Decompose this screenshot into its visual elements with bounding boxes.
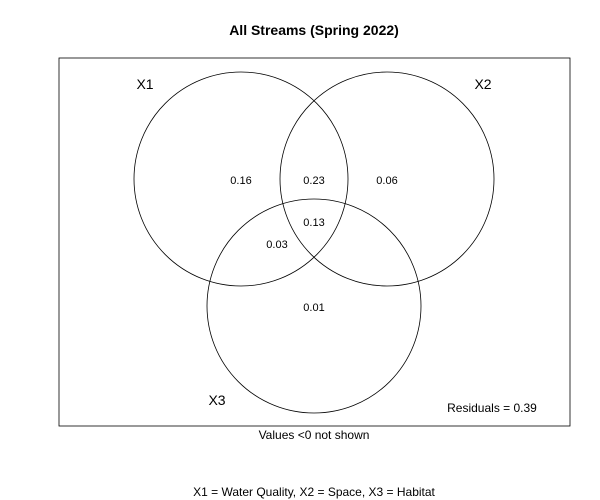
- plot-frame: [58, 57, 571, 427]
- region-value-x1-x2-x3: 0.13: [303, 217, 324, 229]
- region-value-x2-only: 0.06: [376, 175, 397, 187]
- set-label-x2: X2: [474, 76, 491, 92]
- legend-label: X1 = Water Quality, X2 = Space, X3 = Hab…: [193, 485, 435, 499]
- set-circle-x3: [206, 198, 422, 414]
- region-value-x3-only: 0.01: [303, 302, 324, 314]
- chart-title: All Streams (Spring 2022): [229, 22, 399, 38]
- note-label: Values <0 not shown: [259, 428, 370, 442]
- region-value-x1-x2: 0.23: [303, 175, 324, 187]
- set-circle-x2: [279, 71, 495, 287]
- region-value-x1-x3: 0.03: [266, 239, 287, 251]
- set-label-x3: X3: [208, 392, 225, 408]
- set-circle-x1: [133, 71, 349, 287]
- region-value-x1-only: 0.16: [230, 175, 251, 187]
- residuals-label: Residuals = 0.39: [447, 401, 537, 415]
- set-label-x1: X1: [136, 76, 153, 92]
